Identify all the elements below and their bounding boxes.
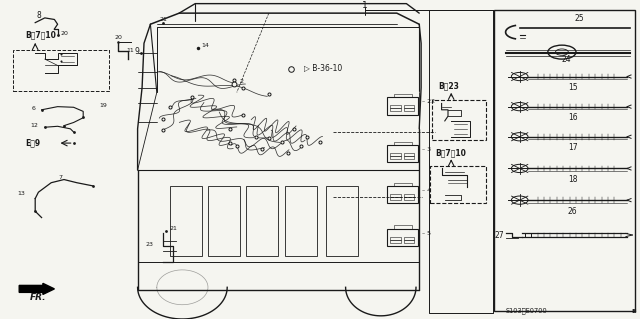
Text: 7: 7 — [59, 175, 63, 181]
Text: B－7－10: B－7－10 — [26, 31, 56, 40]
Bar — [13, 49, 109, 91]
Text: 21: 21 — [170, 226, 177, 231]
Bar — [394, 142, 412, 145]
Bar — [387, 229, 418, 246]
Text: 6: 6 — [31, 106, 35, 111]
Bar — [404, 156, 414, 159]
Bar — [404, 240, 414, 243]
Text: 19: 19 — [99, 102, 107, 108]
Bar — [390, 152, 401, 156]
Bar — [170, 186, 202, 256]
Text: ▷ B-36-10: ▷ B-36-10 — [304, 63, 342, 72]
Text: 21: 21 — [159, 17, 167, 22]
Text: – 4: – 4 — [422, 188, 431, 193]
Bar — [390, 197, 401, 200]
Bar — [404, 152, 414, 156]
Bar — [387, 97, 418, 115]
Text: 14: 14 — [202, 43, 209, 48]
Bar — [394, 183, 412, 186]
Bar — [387, 186, 418, 203]
Bar — [390, 156, 401, 159]
Text: 9: 9 — [134, 47, 140, 56]
Text: 24: 24 — [561, 55, 572, 64]
Text: 17: 17 — [568, 143, 578, 152]
Bar — [404, 194, 414, 197]
Text: 20: 20 — [115, 35, 122, 40]
Text: 20: 20 — [60, 31, 68, 36]
Bar — [432, 100, 486, 140]
Bar — [404, 108, 414, 111]
Bar — [390, 105, 401, 108]
Text: 13: 13 — [18, 191, 26, 196]
Bar — [285, 186, 317, 256]
Text: – 22: – 22 — [422, 100, 436, 104]
Bar — [390, 237, 401, 240]
Text: S103－E0700: S103－E0700 — [506, 308, 547, 314]
Text: – 3: – 3 — [422, 147, 431, 152]
FancyArrow shape — [19, 283, 54, 294]
Bar — [387, 145, 418, 162]
Text: B: B — [631, 309, 636, 314]
Text: 23: 23 — [146, 242, 154, 247]
Text: 15: 15 — [568, 83, 578, 92]
Text: 8: 8 — [36, 11, 41, 20]
Text: 11: 11 — [127, 48, 134, 53]
Text: B－23: B－23 — [438, 82, 460, 91]
Bar — [494, 10, 635, 311]
Bar — [390, 108, 401, 111]
Bar — [246, 186, 278, 256]
Text: 25: 25 — [574, 14, 584, 23]
Bar — [404, 105, 414, 108]
Text: 16: 16 — [568, 113, 578, 122]
Bar — [390, 240, 401, 243]
Bar — [404, 197, 414, 200]
Text: 26: 26 — [568, 207, 578, 216]
Text: 18: 18 — [568, 175, 577, 184]
Text: E－9: E－9 — [26, 138, 41, 148]
Bar — [208, 186, 240, 256]
Text: – 5: – 5 — [422, 231, 431, 236]
Text: 12: 12 — [31, 123, 38, 128]
Text: 27: 27 — [494, 231, 504, 240]
Text: 1: 1 — [362, 1, 367, 10]
Text: 2: 2 — [240, 79, 244, 85]
Bar — [394, 94, 412, 97]
Bar — [394, 226, 412, 229]
Text: B－7－10: B－7－10 — [435, 148, 466, 157]
Bar — [390, 194, 401, 197]
Bar — [525, 234, 531, 237]
Bar — [430, 166, 486, 203]
Bar — [404, 237, 414, 240]
Text: FR.: FR. — [30, 293, 47, 302]
Bar — [326, 186, 358, 256]
